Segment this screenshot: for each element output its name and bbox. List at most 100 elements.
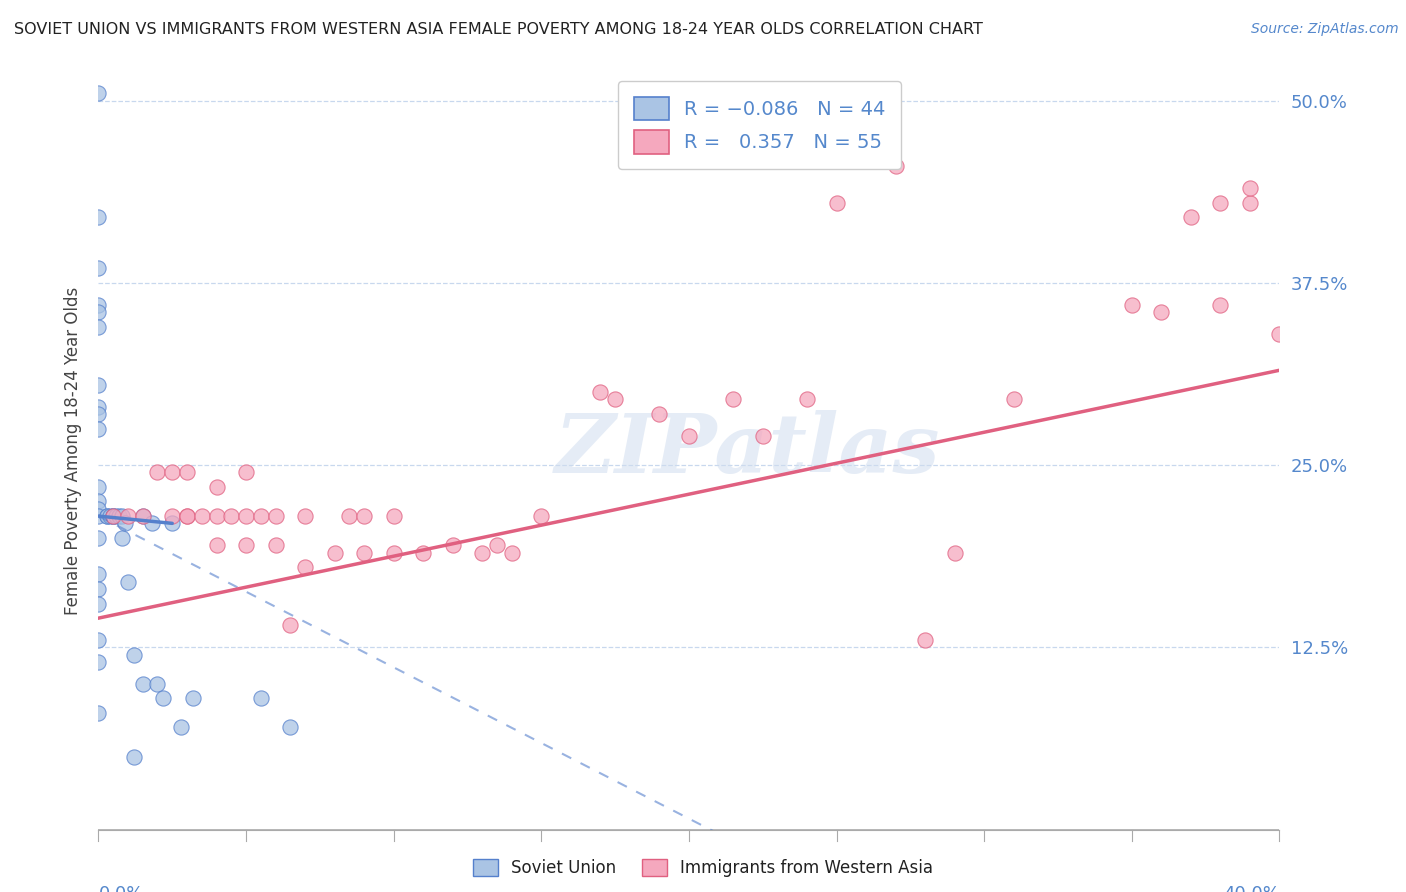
Point [87,582,110,596]
Point [191,509,214,524]
Point [87,400,110,414]
Point [87,261,110,276]
Point [105,509,128,524]
Point [1209,195,1232,210]
Point [141,516,163,531]
Point [162,466,183,480]
Point [353,509,375,524]
Point [280,721,302,735]
Point [132,677,155,691]
Point [111,531,134,545]
Point [796,392,818,407]
Point [176,509,198,524]
Text: ZIPatlas: ZIPatlas [555,410,941,491]
Point [87,633,110,648]
Point [235,466,257,480]
Point [132,509,155,524]
Point [280,618,302,632]
Point [87,597,110,611]
Point [264,538,287,552]
Point [103,509,125,524]
Point [87,210,110,224]
Text: 0.0%: 0.0% [98,885,143,892]
Point [122,648,145,662]
Point [1209,298,1232,312]
Point [152,691,174,706]
Y-axis label: Female Poverty Among 18-24 Year Olds: Female Poverty Among 18-24 Year Olds [63,286,82,615]
Point [87,706,110,720]
Point [235,538,257,552]
Point [87,480,110,494]
Point [723,392,745,407]
Point [884,159,907,173]
Point [1002,392,1025,407]
Point [98,509,121,524]
Point [1268,326,1291,341]
Point [353,545,375,559]
Point [114,516,136,531]
Legend: R = −0.086   N = 44, R =   0.357   N = 55: R = −0.086 N = 44, R = 0.357 N = 55 [619,81,901,169]
Point [486,538,509,552]
Text: SOVIET UNION VS IMMIGRANTS FROM WESTERN ASIA FEMALE POVERTY AMONG 18-24 YEAR OLD: SOVIET UNION VS IMMIGRANTS FROM WESTERN … [14,22,983,37]
Legend: Soviet Union, Immigrants from Western Asia: Soviet Union, Immigrants from Western As… [467,852,939,884]
Point [589,385,612,400]
Point [162,516,183,531]
Point [250,691,273,706]
Point [181,691,204,706]
Point [323,545,346,559]
Point [605,392,627,407]
Point [111,509,134,524]
Point [132,509,155,524]
Point [87,494,110,508]
Point [87,407,110,421]
Point [176,466,198,480]
Point [412,545,434,559]
Point [250,509,273,524]
Point [87,509,110,524]
Point [117,509,139,524]
Point [339,509,361,524]
Point [96,509,118,524]
Text: 40.0%: 40.0% [1223,885,1279,892]
Point [108,509,131,524]
Point [678,429,700,443]
Point [87,531,110,545]
Point [441,538,464,552]
Point [1121,298,1143,312]
Point [146,466,169,480]
Point [1239,181,1261,195]
Point [501,545,523,559]
Point [146,677,169,691]
Point [1180,210,1202,224]
Point [162,509,183,524]
Point [382,545,405,559]
Point [87,567,110,582]
Point [87,87,110,101]
Point [87,501,110,516]
Point [752,429,775,443]
Point [205,509,228,524]
Point [170,721,193,735]
Point [205,480,228,494]
Point [264,509,287,524]
Point [382,509,405,524]
Point [825,195,848,210]
Point [87,319,110,334]
Point [122,749,145,764]
Point [87,377,110,392]
Point [294,509,316,524]
Text: Source: ZipAtlas.com: Source: ZipAtlas.com [1251,22,1399,37]
Point [648,407,671,421]
Point [117,574,139,589]
Point [914,633,936,648]
Point [96,509,118,524]
Point [221,509,243,524]
Point [1239,195,1261,210]
Point [87,298,110,312]
Point [530,509,553,524]
Point [943,545,966,559]
Point [176,509,198,524]
Point [294,560,316,574]
Point [471,545,494,559]
Point [235,509,257,524]
